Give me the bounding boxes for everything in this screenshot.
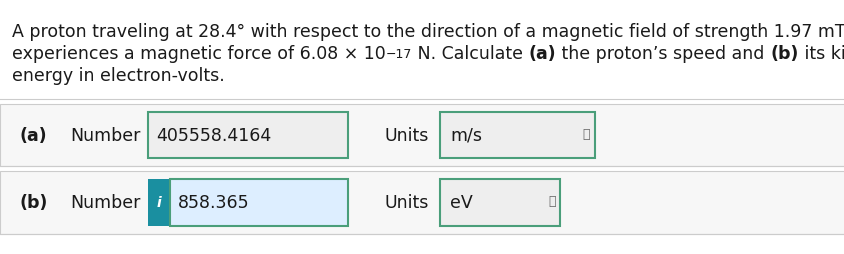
- FancyBboxPatch shape: [440, 113, 594, 158]
- FancyBboxPatch shape: [0, 171, 844, 234]
- FancyBboxPatch shape: [148, 113, 348, 158]
- Text: Units: Units: [385, 126, 429, 145]
- Text: ⌵: ⌵: [582, 127, 589, 140]
- Text: 858.365: 858.365: [178, 194, 249, 212]
- Text: energy in electron-volts.: energy in electron-volts.: [12, 67, 225, 85]
- Text: (b): (b): [769, 45, 798, 63]
- Text: experiences a magnetic force of 6.08 × 10: experiences a magnetic force of 6.08 × 1…: [12, 45, 386, 63]
- Text: m/s: m/s: [450, 126, 481, 145]
- Text: A proton traveling at 28.4° with respect to the direction of a magnetic field of: A proton traveling at 28.4° with respect…: [12, 23, 844, 41]
- Text: 405558.4164: 405558.4164: [156, 126, 271, 145]
- FancyBboxPatch shape: [170, 179, 348, 226]
- Text: the proton’s speed and: the proton’s speed and: [555, 45, 769, 63]
- Text: its kinetic: its kinetic: [798, 45, 844, 63]
- FancyBboxPatch shape: [0, 105, 844, 166]
- Text: ⌵: ⌵: [548, 194, 555, 207]
- FancyBboxPatch shape: [148, 179, 170, 226]
- Text: N. Calculate: N. Calculate: [412, 45, 528, 63]
- Text: eV: eV: [450, 194, 472, 212]
- Text: i: i: [156, 196, 161, 210]
- Text: Number: Number: [70, 194, 140, 212]
- Text: −17: −17: [386, 48, 412, 61]
- Text: (a): (a): [20, 126, 47, 145]
- Text: (a): (a): [528, 45, 555, 63]
- Text: (b): (b): [20, 194, 48, 212]
- Text: Number: Number: [70, 126, 140, 145]
- FancyBboxPatch shape: [440, 179, 560, 226]
- Text: Units: Units: [385, 194, 429, 212]
